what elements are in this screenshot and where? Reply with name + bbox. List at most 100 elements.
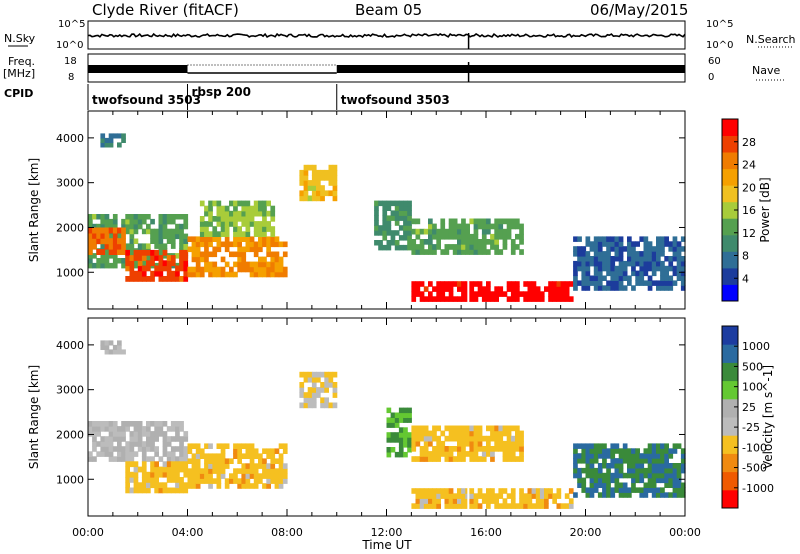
- nsky-strip: N.Sky 10^5 10^0 10^5 10^0 N.Search: [4, 19, 796, 51]
- data-cell: [635, 280, 640, 286]
- data-cell: [158, 228, 164, 235]
- data-cell: [647, 275, 653, 281]
- data-cell: [581, 260, 587, 267]
- data-cell: [390, 200, 396, 207]
- data-cell: [328, 190, 334, 197]
- data-cell: [229, 221, 234, 227]
- data-cell: [597, 477, 603, 484]
- data-cell: [121, 421, 126, 427]
- data-cell: [129, 265, 135, 272]
- data-cell: [183, 243, 189, 249]
- data-cell: [419, 291, 425, 297]
- data-cell: [631, 260, 636, 267]
- data-cell: [656, 246, 661, 252]
- data-cell: [614, 251, 620, 257]
- data-cell: [249, 473, 255, 479]
- data-cell: [154, 471, 159, 478]
- data-cell: [92, 238, 97, 245]
- data-cell: [440, 249, 446, 255]
- data-cell: [627, 236, 632, 242]
- data-cell: [212, 478, 218, 484]
- beam-title: Beam 05: [355, 1, 422, 19]
- data-cell: [477, 456, 483, 462]
- data-cell: [158, 426, 164, 432]
- data-cell: [428, 498, 433, 504]
- data-cell: [680, 487, 686, 493]
- data-cell: [457, 281, 462, 287]
- data-cell: [241, 236, 247, 242]
- data-cell: [262, 221, 267, 227]
- x-tick-label: 04:00: [172, 526, 204, 539]
- data-cell: [651, 492, 657, 498]
- data-cell: [498, 218, 504, 225]
- data-cell: [154, 265, 159, 272]
- data-cell: [606, 246, 611, 252]
- data-cell: [651, 467, 657, 474]
- data-cell: [162, 436, 168, 442]
- data-cell: [643, 260, 649, 267]
- data-cell: [490, 493, 495, 499]
- data-cell: [428, 233, 433, 240]
- data-cell: [212, 463, 218, 469]
- data-cell: [415, 228, 421, 235]
- data-cell: [270, 463, 276, 469]
- data-cell: [627, 487, 632, 493]
- data-cell: [548, 296, 553, 302]
- data-cell: [436, 435, 441, 442]
- data-cell: [183, 218, 189, 225]
- data-cell: [141, 441, 147, 447]
- data-cell: [647, 285, 653, 291]
- data-cell: [610, 280, 616, 286]
- data-cell: [573, 492, 578, 498]
- data-cell: [419, 451, 425, 457]
- data-cell: [610, 265, 616, 272]
- data-cell: [191, 271, 197, 278]
- data-cell: [245, 478, 251, 484]
- data-cell: [428, 296, 433, 302]
- data-cell: [498, 425, 504, 432]
- colorbar-tick-label: 100: [742, 381, 763, 394]
- data-cell: [672, 482, 678, 488]
- data-cell: [515, 425, 520, 432]
- data-cell: [245, 210, 251, 217]
- data-cell: [436, 244, 441, 250]
- data-cell: [577, 482, 582, 488]
- data-cell: [324, 382, 329, 388]
- data-cell: [510, 488, 516, 494]
- data-cell: [581, 477, 587, 484]
- data-cell: [253, 205, 259, 212]
- data-cell: [606, 256, 611, 262]
- data-cell: [141, 456, 147, 462]
- data-cell: [593, 467, 599, 474]
- data-cell: [88, 426, 93, 432]
- data-cell: [531, 296, 537, 302]
- data-cell: [382, 210, 388, 216]
- data-cell: [278, 483, 284, 489]
- data-cell: [668, 467, 674, 474]
- data-cell: [510, 425, 516, 432]
- nsearch-lo-tick: 10^0: [706, 40, 733, 51]
- data-cell: [469, 296, 475, 302]
- data-cell: [440, 281, 446, 287]
- data-cell: [237, 246, 242, 253]
- data-cell: [100, 227, 106, 234]
- data-cell: [656, 472, 661, 479]
- data-cell: [589, 260, 595, 267]
- data-cell: [150, 228, 155, 235]
- data-cell: [428, 249, 433, 255]
- data-cell: [593, 236, 599, 242]
- nsearch-hi-tick: 10^5: [706, 19, 733, 30]
- data-cell: [585, 236, 591, 242]
- data-cell: [195, 473, 201, 479]
- data-cell: [274, 251, 280, 258]
- data-cell: [270, 453, 276, 459]
- data-cell: [502, 239, 508, 245]
- data-cell: [394, 417, 400, 423]
- data-cell: [100, 340, 106, 346]
- data-cell: [253, 210, 259, 217]
- data-cell: [125, 249, 130, 256]
- data-cell: [249, 448, 255, 454]
- data-cell: [117, 133, 122, 139]
- data-cell: [328, 402, 334, 409]
